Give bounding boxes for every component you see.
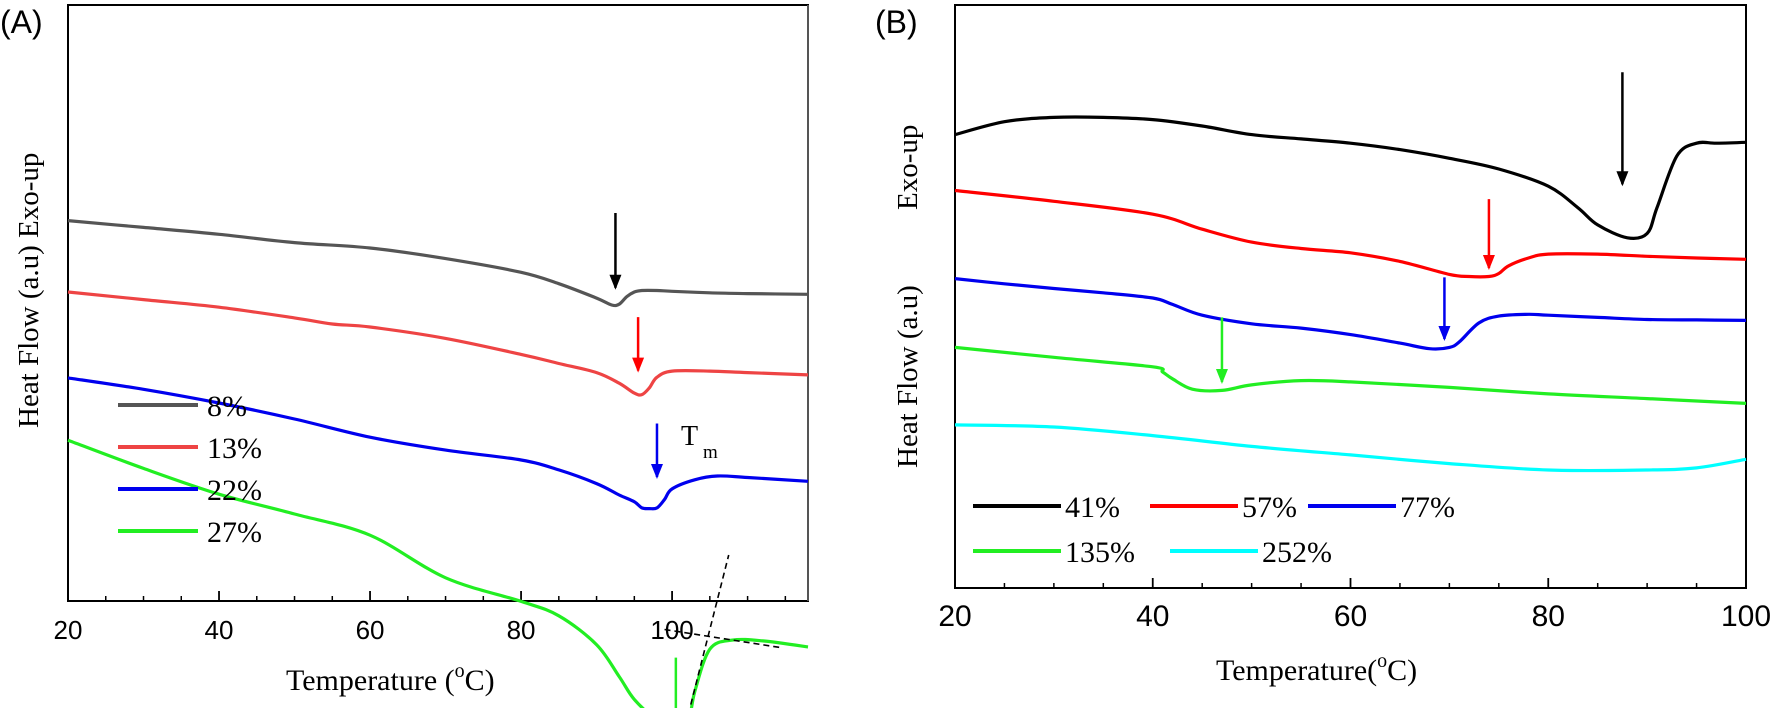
arrow-a-2-head bbox=[650, 464, 663, 479]
x-axis-label-a: Temperature (oC) bbox=[286, 660, 495, 697]
panel-label-b: (B) bbox=[875, 4, 918, 40]
y-axis-label-a: Heat Flow (a.u) Exo-up bbox=[13, 153, 45, 428]
series-line-252% bbox=[954, 423, 1747, 473]
x-axis-b-tick-label: 40 bbox=[1136, 600, 1169, 633]
panel-b: 20 40 60 80 100 41% 57% 77% 135% 252% (B) Temperatu… bbox=[875, 4, 1771, 687]
series-line-8% bbox=[67, 219, 809, 308]
legend-label-135%: 135% bbox=[1065, 536, 1135, 569]
tm-subscript: m bbox=[703, 442, 718, 463]
y-axis-label-b-1: Heat Flow (a.u) bbox=[892, 285, 924, 468]
arrow-a-1-head bbox=[632, 357, 645, 373]
arrow-b-1-head bbox=[1482, 255, 1495, 271]
panel-a: 20 40 60 80 100 Tm 8% 13% 22% 27% (A) Temperature (… bbox=[0, 4, 809, 708]
series-line-135% bbox=[954, 345, 1747, 405]
x-axis-b-tick-label: 80 bbox=[1532, 600, 1565, 633]
x-axis-a-tick-label: 100 bbox=[650, 615, 693, 645]
series-line-77% bbox=[954, 277, 1747, 351]
legend-label-8%: 8% bbox=[207, 390, 247, 423]
x-axis-label-b: Temperature(oC) bbox=[1216, 650, 1417, 687]
x-axis-a-tick-label: 80 bbox=[507, 615, 536, 645]
arrow-b-3 bbox=[1215, 317, 1228, 384]
x-axis-a-tick-label: 40 bbox=[205, 615, 234, 645]
arrow-b-2-head bbox=[1438, 326, 1451, 341]
series-line-57% bbox=[954, 188, 1747, 279]
arrow-b-0-head bbox=[1616, 171, 1629, 187]
x-axis-b-tick-label: 100 bbox=[1721, 600, 1771, 633]
series-line-22% bbox=[67, 376, 809, 511]
panel-label-a: (A) bbox=[0, 4, 43, 40]
x-axis-a-tick-label: 20 bbox=[54, 615, 83, 645]
arrow-a-3 bbox=[674, 657, 678, 708]
legend-label-252%: 252% bbox=[1262, 536, 1332, 569]
legend-label-22%: 22% bbox=[207, 474, 262, 507]
x-axis-b-tick-label: 60 bbox=[1334, 600, 1367, 633]
arrow-b-2 bbox=[1438, 277, 1451, 341]
legend-label-77%: 77% bbox=[1400, 491, 1455, 524]
arrow-b-1 bbox=[1482, 199, 1495, 271]
tm-label: T bbox=[681, 421, 698, 452]
y-axis-label-b-2: Exo-up bbox=[892, 125, 924, 210]
x-axis-a-tick-label: 60 bbox=[356, 615, 385, 645]
arrow-b-3-head bbox=[1215, 369, 1228, 384]
series-line-41% bbox=[954, 115, 1747, 241]
arrow-a-0-head bbox=[609, 274, 622, 290]
arrow-b-0 bbox=[1616, 72, 1629, 187]
legend-label-41%: 41% bbox=[1065, 491, 1120, 524]
series-line-27% bbox=[67, 438, 809, 708]
legend-label-13%: 13% bbox=[207, 432, 262, 465]
legend-label-57%: 57% bbox=[1242, 491, 1297, 524]
tangent-line bbox=[689, 554, 730, 708]
series-line-13% bbox=[67, 290, 809, 397]
legend-label-27%: 27% bbox=[207, 516, 262, 549]
arrow-a-0 bbox=[609, 213, 622, 290]
arrow-a-2 bbox=[650, 423, 663, 479]
x-axis-b-tick-label: 20 bbox=[938, 600, 971, 633]
arrow-a-1 bbox=[632, 317, 645, 373]
